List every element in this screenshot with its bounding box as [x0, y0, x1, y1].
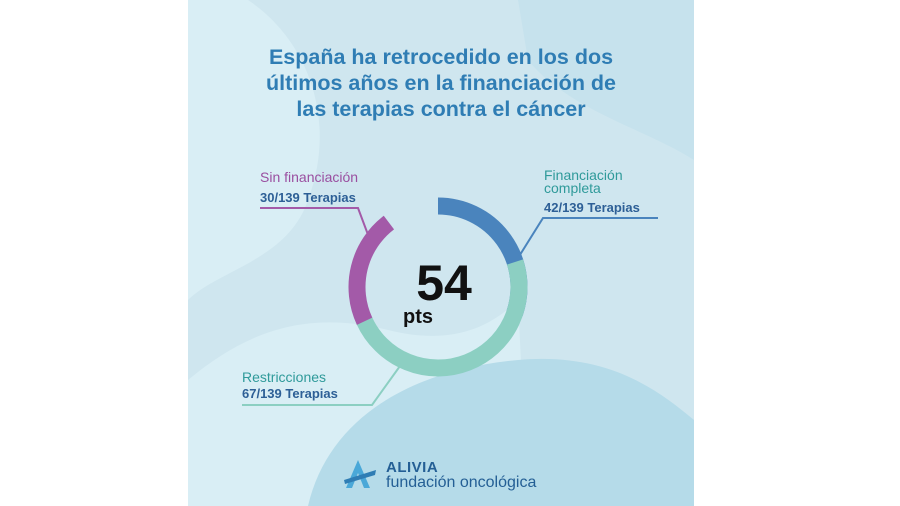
value-no-funding: 30/139 Terapias: [260, 190, 356, 205]
leader-line-restrictions: [242, 365, 401, 406]
center-value: 54: [416, 255, 472, 311]
leader-line-full-funding: [517, 217, 658, 259]
donut-segment-no-funding: [348, 215, 395, 325]
title-line-1: España ha retrocedido en los dos: [268, 45, 614, 69]
alivia-logo-icon: [344, 460, 376, 488]
donut-chart: [242, 197, 658, 406]
label-restrictions: Restricciones: [242, 369, 327, 385]
value-restrictions: 67/139 Terapias: [242, 386, 338, 401]
label-full-funding-line-2: completa: [544, 180, 601, 196]
logo-brand: ALIVIA: [386, 459, 439, 476]
value-full-funding: 42/139 Terapias: [544, 200, 640, 215]
donut-segment-restrictions: [356, 259, 528, 377]
label-no-funding: Sin financiación: [260, 169, 359, 185]
logo-subtitle: fundación oncológica: [386, 474, 537, 491]
leader-line-no-funding: [260, 207, 371, 241]
background-shapes: [188, 0, 694, 506]
infographic-card: España ha retrocedido en los dos últimos…: [188, 0, 694, 506]
center-unit: pts: [403, 306, 433, 328]
label-full-funding-line-1: Financiación: [544, 167, 623, 183]
title-line-3: las terapias contra el cáncer: [296, 97, 586, 121]
title-line-2: últimos años en la financiación de: [265, 71, 617, 95]
